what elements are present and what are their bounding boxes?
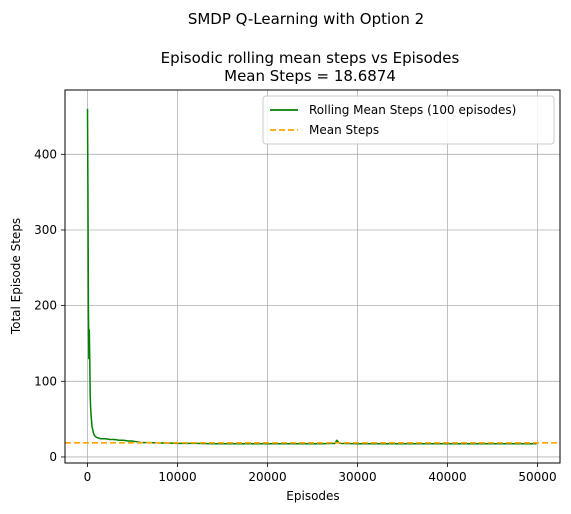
plot-area: [65, 108, 560, 445]
x-tick-label: 10000: [158, 470, 196, 484]
legend: Rolling Mean Steps (100 episodes) Mean S…: [262, 95, 555, 145]
chart-title: Episodic rolling mean steps vs Episodes: [161, 49, 460, 67]
y-axis-label: Total Episode Steps: [9, 218, 23, 335]
grid: [65, 90, 560, 463]
chart-subtitle: Mean Steps = 18.6874: [224, 67, 396, 85]
y-tick-label: 400: [34, 147, 57, 161]
y-tick-label: 0: [49, 450, 57, 464]
x-tick-label: 0: [84, 470, 92, 484]
legend-label-mean-steps: Mean Steps: [309, 123, 379, 137]
legend-box: [262, 95, 555, 145]
x-tick-label: 50000: [518, 470, 556, 484]
y-tick-label: 100: [34, 374, 57, 388]
x-tick-label: 30000: [338, 470, 376, 484]
x-axis-label: Episodes: [286, 489, 339, 503]
plot-frame: [64, 89, 561, 464]
y-tick-label: 300: [34, 223, 57, 237]
x-tick-label: 40000: [428, 470, 466, 484]
x-tick-label: 20000: [248, 470, 286, 484]
legend-label-rolling-mean: Rolling Mean Steps (100 episodes): [309, 103, 516, 117]
chart-suptitle: SMDP Q-Learning with Option 2: [188, 10, 424, 28]
y-tick-label: 200: [34, 299, 57, 313]
ticks: 0 10000 20000 30000 40000 50000 0 100 200 300 400: [34, 147, 557, 484]
